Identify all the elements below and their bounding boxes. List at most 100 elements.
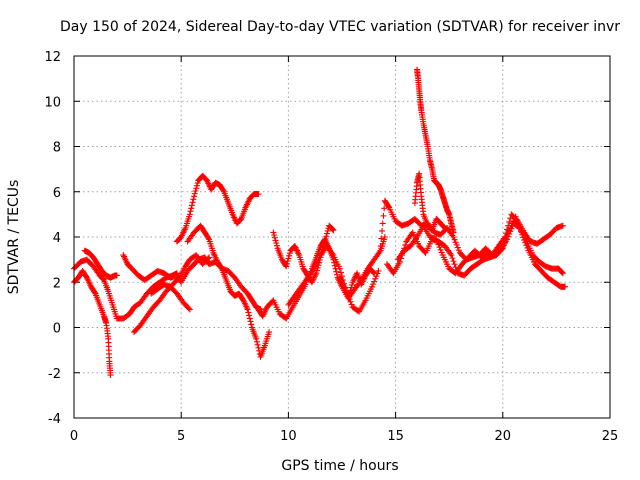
data-point [455,247,462,254]
y-tick-label: 12 [44,50,61,65]
data-point [246,312,253,319]
y-tick-label: 0 [53,322,61,337]
series-track-17 [411,170,448,234]
data-point [248,321,255,328]
data-point [381,205,388,212]
data-point [313,270,320,277]
data-point [253,338,260,345]
chart-title: Day 150 of 2024, Sidereal Day-to-day VTE… [60,19,620,35]
y-tick-label: 4 [53,231,61,246]
data-point [504,233,511,240]
data-point [498,246,505,253]
data-point [452,264,459,271]
data-point [499,245,506,252]
data-point [239,296,246,303]
data-point [375,267,382,274]
data-point [373,273,380,280]
data-point [245,309,252,316]
data-point [333,268,340,275]
data-point [500,242,507,249]
data-point [272,237,279,244]
data-point [218,264,225,271]
data-point [329,226,336,233]
data-point [347,298,354,305]
data-point [561,283,568,290]
data-point [253,335,260,342]
data-point [321,238,328,245]
data-point [194,180,201,187]
data-point [516,225,523,232]
data-point [515,222,522,229]
data-point [441,224,448,231]
data-point [254,341,261,348]
data-point [371,270,378,277]
data-point [266,329,273,336]
data-point [192,187,199,194]
data-point [520,234,527,241]
data-point [524,244,531,251]
series-track-2 [71,267,114,379]
y-tick-label: 10 [44,95,61,110]
data-point [522,239,529,246]
data-point [186,211,193,218]
data-point [244,306,251,313]
data-point [347,287,354,294]
data-point [271,234,278,241]
plot-frame [73,55,611,419]
series-track-5 [131,252,213,336]
data-point [271,232,278,239]
data-point [346,289,353,296]
data-point [400,248,407,255]
y-tick-label: 6 [53,186,61,201]
data-point [100,276,107,283]
data-point [284,258,291,265]
series-track-8 [184,222,273,360]
y-tick-label: -4 [48,412,61,427]
data-point [193,182,200,189]
data-point [372,275,379,282]
data-point [190,196,197,203]
data-point [113,272,120,279]
data-point [247,318,254,325]
data-point [385,203,392,210]
data-point [188,205,195,212]
data-point [191,190,198,197]
x-tick-label: 10 [280,429,297,444]
data-point [399,252,406,259]
data-point [270,229,277,236]
data-point [322,235,329,242]
data-point [255,191,262,198]
series-track-12 [336,265,378,302]
data-point [452,239,459,246]
data-point [451,261,458,268]
series-track-15 [384,213,568,290]
data-point [348,301,355,308]
x-axis-label: GPS time / hours [281,458,398,474]
x-tick-label: 5 [177,429,185,444]
series-track-10 [270,222,337,286]
data-point [370,281,377,288]
data-point [559,270,566,277]
data-point [397,255,404,262]
data-point [402,241,409,248]
data-point [450,258,457,265]
data-point [381,234,388,240]
data-point [323,233,330,240]
data-point [193,185,200,192]
data-point [401,245,408,252]
y-tick-label: 8 [53,141,61,156]
data-point [273,240,280,247]
data-point [559,222,566,229]
data-point [349,281,356,288]
data-point [379,227,386,234]
data-point [378,235,385,242]
series-track-3 [81,247,120,281]
data-point [206,254,213,261]
data-point [337,269,344,276]
data-point [324,227,331,234]
data-point [453,267,460,274]
data-point [336,265,343,272]
data-point [513,216,520,223]
data-point [330,227,337,234]
x-tick-label: 15 [387,429,404,444]
